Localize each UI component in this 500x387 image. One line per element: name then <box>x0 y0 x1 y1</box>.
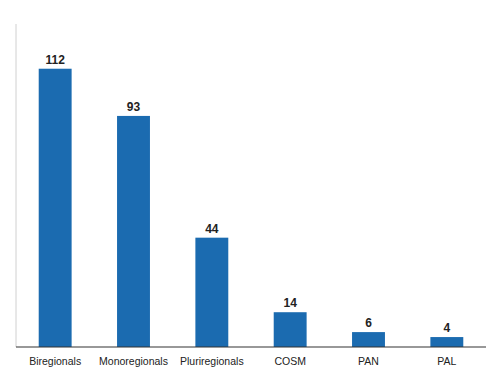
data-label: 112 <box>45 53 65 67</box>
data-label: 4 <box>443 321 450 335</box>
data-label: 93 <box>127 100 141 114</box>
bar <box>117 116 150 347</box>
bars <box>39 69 464 347</box>
data-label: 44 <box>205 222 219 236</box>
y-axis-range-line <box>16 24 17 347</box>
x-tick-label: Monoregionals <box>99 355 168 367</box>
x-tick-label: Biregionals <box>29 355 81 367</box>
bar <box>274 312 307 347</box>
x-tick-label: PAN <box>358 355 379 367</box>
x-tick-label: COSM <box>274 355 306 367</box>
data-label: 6 <box>365 316 372 330</box>
chart: 112 93 44 14 6 4 Biregionals Monoregionals Pluri… <box>0 0 500 387</box>
bar <box>352 332 385 347</box>
data-label: 14 <box>283 296 297 310</box>
x-axis-line <box>16 346 486 347</box>
bar <box>195 238 228 347</box>
bar <box>39 69 72 347</box>
x-tick-label: Pluriregionals <box>180 355 244 367</box>
bar <box>430 337 463 347</box>
plot-area <box>16 24 463 347</box>
chart-container: 112 93 44 14 6 4 Biregionals Monoregionals Pluri… <box>0 0 500 387</box>
x-tick-label: PAL <box>437 355 456 367</box>
